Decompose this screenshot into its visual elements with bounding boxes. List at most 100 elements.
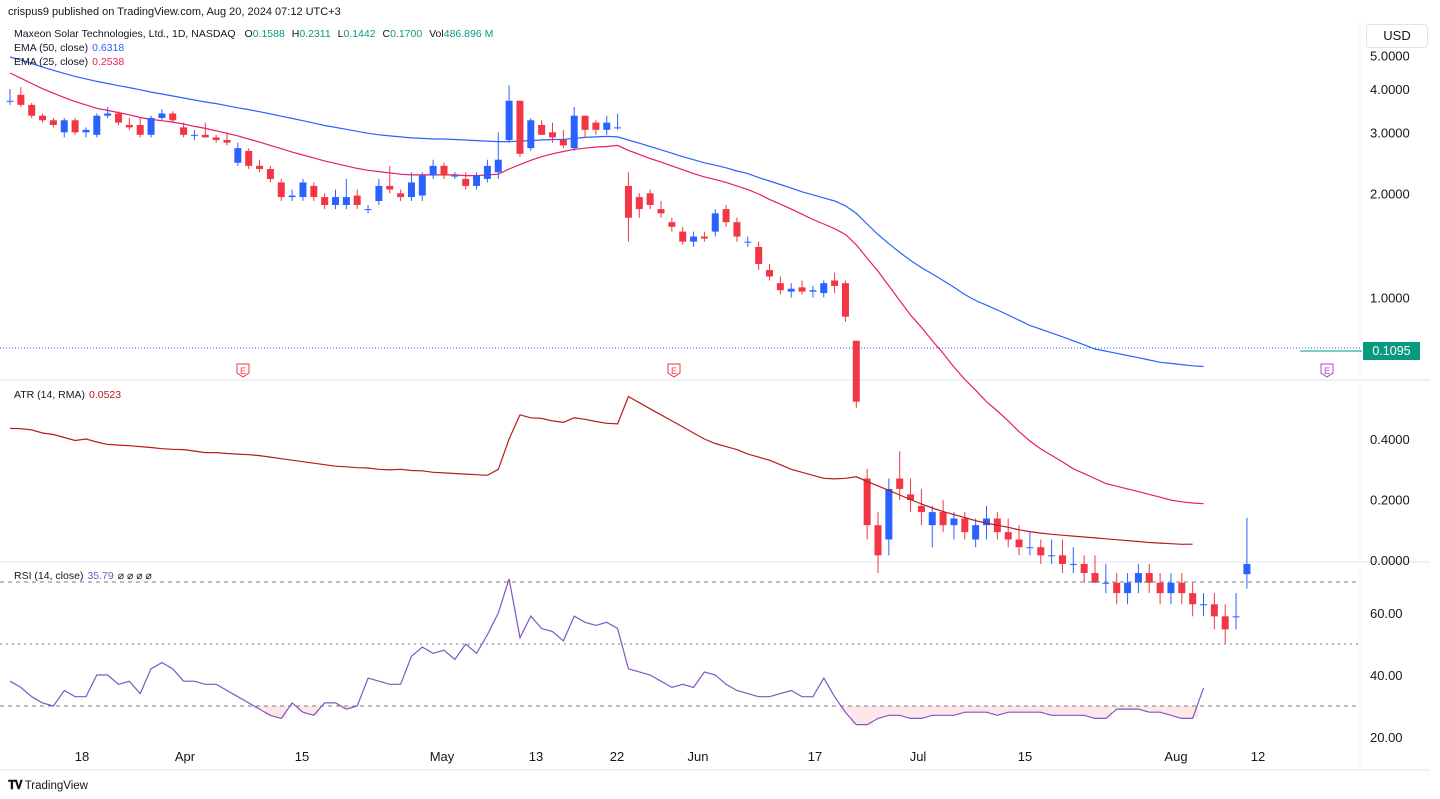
price-tick-label: 1.0000 [1370,291,1410,306]
candle [1221,604,1229,644]
candle-body [71,120,79,133]
candle [494,132,502,179]
candle [570,106,578,151]
candle [1189,582,1197,617]
candle-body [549,132,556,138]
candle-body [494,159,502,173]
candle [1145,563,1153,594]
candle [950,512,958,540]
candle-body [624,185,632,218]
candle-body [1189,593,1197,605]
candle [1178,573,1186,605]
candle [766,263,773,281]
time-tick-label: 17 [808,749,822,764]
rsi-line [9,578,1205,726]
candle [1091,555,1099,583]
candle [961,512,969,540]
candle [136,117,144,138]
candle [744,236,752,247]
footer-brand[interactable]: 𝐓𝐕 TradingView [8,778,88,793]
candle [310,182,318,201]
candle-body [364,209,372,211]
earnings-marker-label: E [671,366,677,376]
candle-body [407,182,415,198]
candle [190,129,198,141]
rsi-value: 35.79 [87,570,114,582]
earnings-marker: E [236,363,250,378]
close-label: C [382,28,391,40]
high-value: 0.2311 [299,28,331,40]
price-tick-label: 3.0000 [1370,125,1410,140]
currency-button[interactable]: USD [1366,24,1428,48]
candle-body [863,478,871,526]
candle-body [234,148,242,163]
candle [1113,573,1121,605]
candle-body [798,287,806,292]
pane-separators [0,20,1430,771]
candle [820,280,828,298]
candle-body [169,113,177,121]
candle-body [1004,532,1012,540]
candle-body [635,197,643,210]
candle [505,85,513,143]
candle-body [1091,573,1099,583]
candle-body [82,129,90,133]
earnings-marker: E [667,363,681,378]
candle [418,172,426,201]
candle-body [809,290,817,292]
atr-legend[interactable]: ATR (14, RMA) 0.0523 [14,389,121,401]
candle [787,283,795,298]
atr-tick-label: 0.2000 [1370,493,1410,508]
candle-body [332,197,339,205]
ema25-value: 0.2538 [92,56,125,68]
candle-body [397,193,405,198]
candle-body [690,236,698,242]
candle-body [1178,582,1186,594]
candle-body [1167,582,1175,594]
candle [212,134,220,143]
candle-body [483,165,491,179]
candle [429,159,437,179]
candle-body [603,122,611,130]
candle-body [125,124,133,128]
candle-body [820,283,828,294]
candle-body [418,175,426,196]
candle [1134,563,1142,594]
symbol-name[interactable]: Maxeon Solar Technologies, Ltd., 1D, NAS… [14,28,236,40]
candle-body [39,115,47,121]
candle [972,518,980,548]
candle [1156,573,1164,605]
candle-body [972,525,980,540]
ema50-line [9,56,1204,368]
time-tick-label: Jul [910,749,927,764]
open-label: O [244,28,253,40]
candle-body [6,100,14,102]
candle-body [1145,573,1153,583]
candle-body [744,241,752,243]
ema50-value: 0.6318 [92,42,125,54]
candle [614,113,622,130]
candle-body [516,100,524,154]
candle [679,226,687,245]
ema25-legend[interactable]: EMA (25, close) 0.2538 [14,56,124,68]
rsi-legend[interactable]: RSI (14, close) 35.79 ⌀ ⌀ ⌀ ⌀ [14,570,152,582]
rsi-oversold-fill [254,706,1199,725]
candle-body [928,512,936,526]
time-tick-label: 18 [75,749,89,764]
candle [1232,593,1240,630]
candle [28,102,36,118]
earnings-marker-icon [236,363,250,378]
candle-body [679,231,687,242]
rsi-tick-label: 60.00 [1370,606,1403,621]
candle-body [668,222,676,227]
candle-body [787,288,795,292]
candle-body [158,113,166,118]
candle-body [1210,604,1218,617]
candle [917,488,925,526]
ema50-legend[interactable]: EMA (50, close) 0.6318 [14,42,124,54]
candle [776,276,784,295]
candle-body [201,134,209,138]
candle-body [1102,582,1110,584]
rsi-tick-label: 20.00 [1370,730,1403,745]
